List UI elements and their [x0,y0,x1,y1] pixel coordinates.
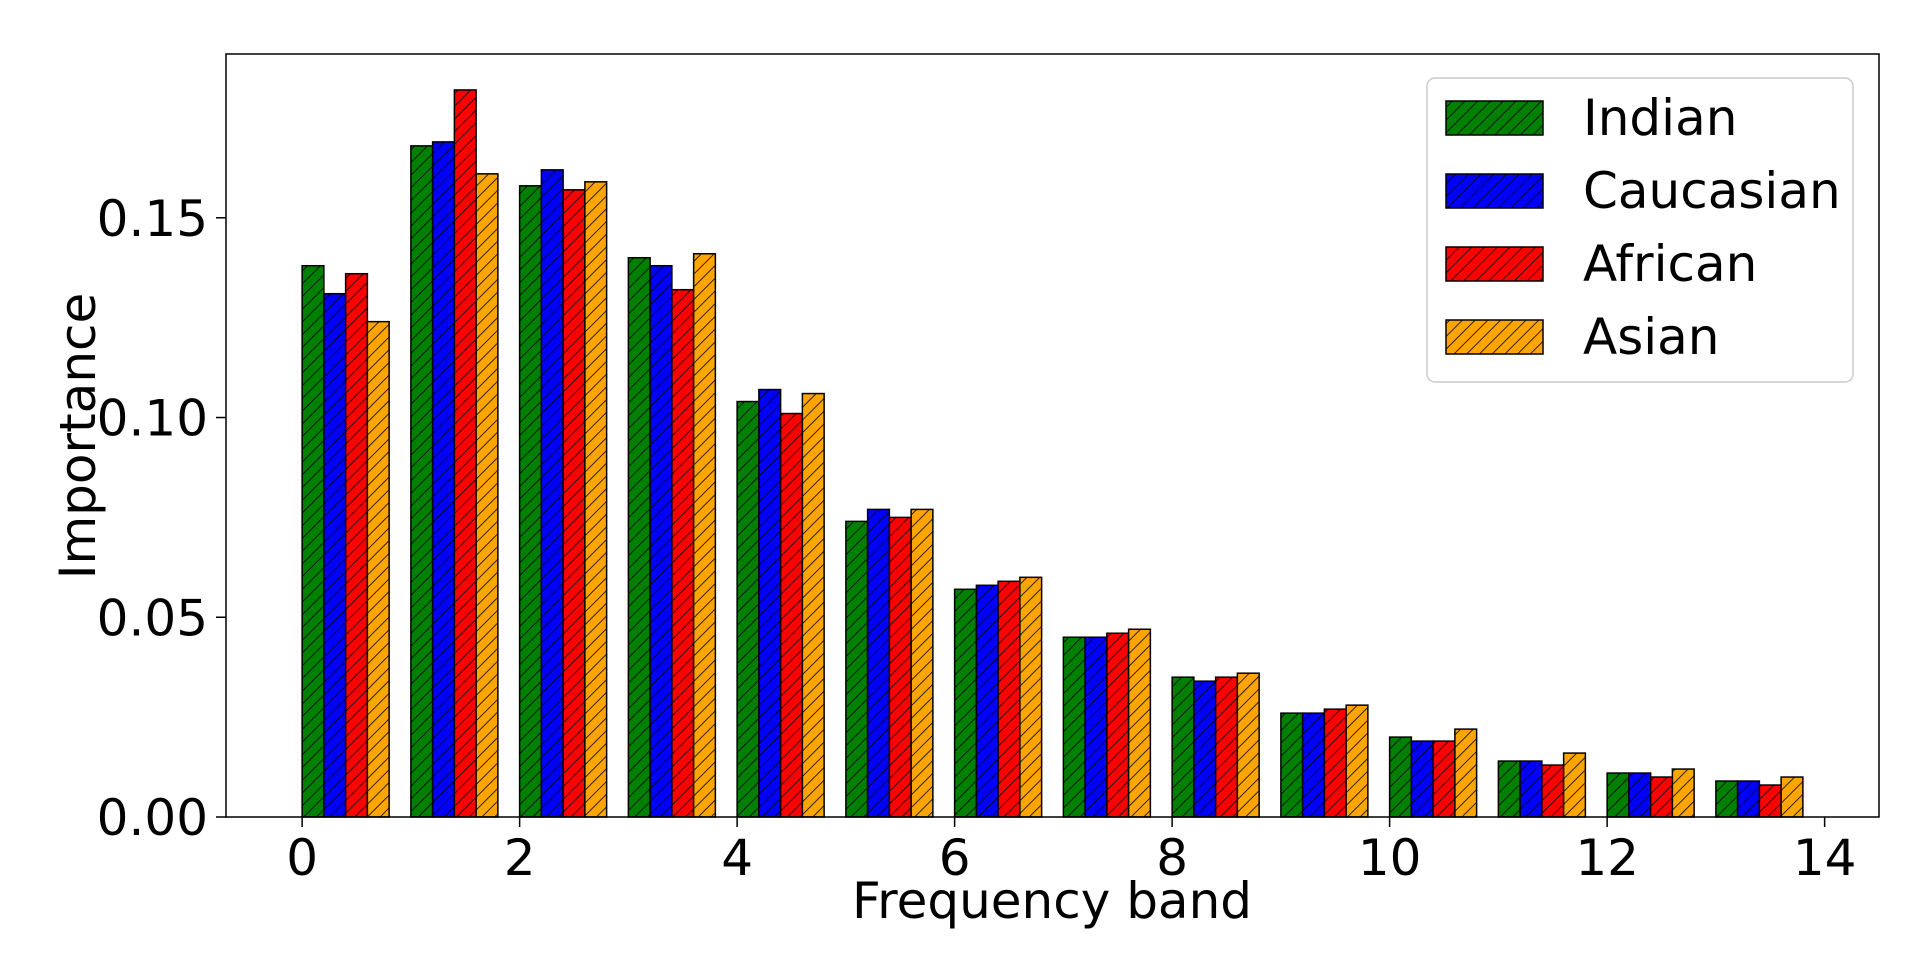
plot-frame [225,53,1880,818]
bar-caucasian-3 [649,264,673,818]
y-axis: 0.00 0.05 0.10 0.15 [97,190,226,847]
bar-caucasian-11 [1519,760,1543,818]
bar-asian-3 [692,252,717,818]
bar-indian-4 [736,400,760,818]
legend: Indian Caucasian African Asian [1426,77,1854,383]
bar-african-13 [1758,784,1782,818]
bar-african-8 [1214,676,1239,818]
y-tick-label: 0.00 [97,789,208,847]
legend-frame [1426,77,1854,383]
x-axis-title: Frequency band [852,872,1252,930]
bar-asian-6 [1019,576,1043,818]
bar-caucasian-10 [1410,740,1434,818]
bar-caucasian-0 [323,292,347,818]
bar-caucasian-7 [1084,636,1108,818]
legend-label-african: African [1583,235,1757,293]
y-tick-label: 0.15 [97,190,208,248]
legend-label-indian: Indian [1583,89,1737,147]
bar-indian-11 [1497,760,1521,818]
bar-indian-6 [953,588,978,818]
bar-caucasian-6 [975,584,999,818]
x-tick-label: 2 [504,829,536,887]
bar-african-6 [997,580,1021,818]
bar-asian-1 [475,173,499,818]
x-tick-label: 14 [1793,829,1857,887]
x-tick-label: 12 [1575,829,1639,887]
bar-indian-8 [1171,676,1195,818]
bar-indian-1 [410,145,434,818]
bar-indian-9 [1280,712,1304,818]
bar-indian-7 [1062,636,1086,818]
bar-indian-2 [518,185,543,818]
bar-african-7 [1106,632,1130,818]
bar-indian-5 [845,520,869,818]
bar-asian-12 [1671,768,1695,818]
bar-indian-12 [1606,772,1630,818]
legend-swatch-caucasian [1445,173,1544,209]
legend-swatch-african [1445,246,1544,282]
bar-caucasian-1 [431,141,456,818]
bar-asian-7 [1127,628,1152,818]
x-axis: 0 2 4 6 8 10 12 14 [286,817,1856,887]
bar-african-1 [453,89,477,818]
bar-asian-10 [1454,728,1478,818]
bar-caucasian-5 [866,508,891,818]
y-axis-title: Importance [49,293,107,580]
bar-asian-0 [366,320,390,818]
legend-label-caucasian: Caucasian [1583,162,1841,220]
bar-indian-10 [1388,736,1413,818]
bar-asian-11 [1562,752,1587,818]
bar-caucasian-12 [1628,772,1652,818]
bar-african-2 [562,189,586,818]
bar-asian-2 [584,181,608,818]
bar-african-4 [779,412,804,818]
bar-asian-13 [1780,776,1804,818]
x-tick-label: 0 [286,829,318,887]
y-tick-label: 0.10 [97,390,208,448]
bar-african-12 [1649,776,1674,818]
x-tick-label: 4 [721,829,753,887]
bar-african-9 [1323,708,1347,818]
bar-caucasian-9 [1301,712,1326,818]
x-tick-label: 10 [1358,829,1422,887]
bar-african-5 [888,516,912,818]
bar-indian-3 [627,256,651,818]
bar-african-0 [344,272,369,818]
bar-caucasian-4 [758,388,782,818]
bar-african-10 [1432,740,1456,818]
legend-swatch-asian [1445,319,1544,355]
bar-asian-5 [910,508,934,818]
bar-indian-0 [301,264,325,818]
bar-asian-8 [1236,672,1260,818]
x-tick-label: 6 [939,829,971,887]
legend-swatch-indian [1445,100,1544,136]
bar-african-3 [671,288,695,818]
bar-caucasian-2 [540,169,564,818]
legend-label-asian: Asian [1583,308,1719,366]
bar-asian-4 [801,392,825,818]
bar-african-11 [1541,764,1565,818]
bar-caucasian-13 [1736,780,1761,818]
bar-indian-13 [1715,780,1739,818]
bar-caucasian-8 [1193,680,1217,818]
y-tick-label: 0.05 [97,589,208,647]
x-tick-label: 8 [1156,829,1188,887]
bar-asian-9 [1345,704,1369,818]
